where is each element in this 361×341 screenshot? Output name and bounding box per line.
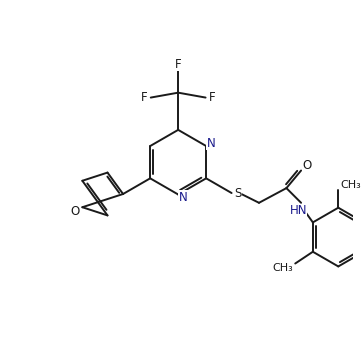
Text: O: O <box>303 159 312 172</box>
Text: F: F <box>140 91 147 104</box>
Text: CH₃: CH₃ <box>272 263 293 273</box>
Text: O: O <box>71 205 80 218</box>
Text: N: N <box>179 191 187 204</box>
Text: S: S <box>234 187 241 199</box>
Text: F: F <box>209 91 216 104</box>
Text: HN: HN <box>290 204 307 217</box>
Text: F: F <box>175 58 182 71</box>
Text: CH₃: CH₃ <box>341 180 361 190</box>
Text: N: N <box>206 137 216 150</box>
